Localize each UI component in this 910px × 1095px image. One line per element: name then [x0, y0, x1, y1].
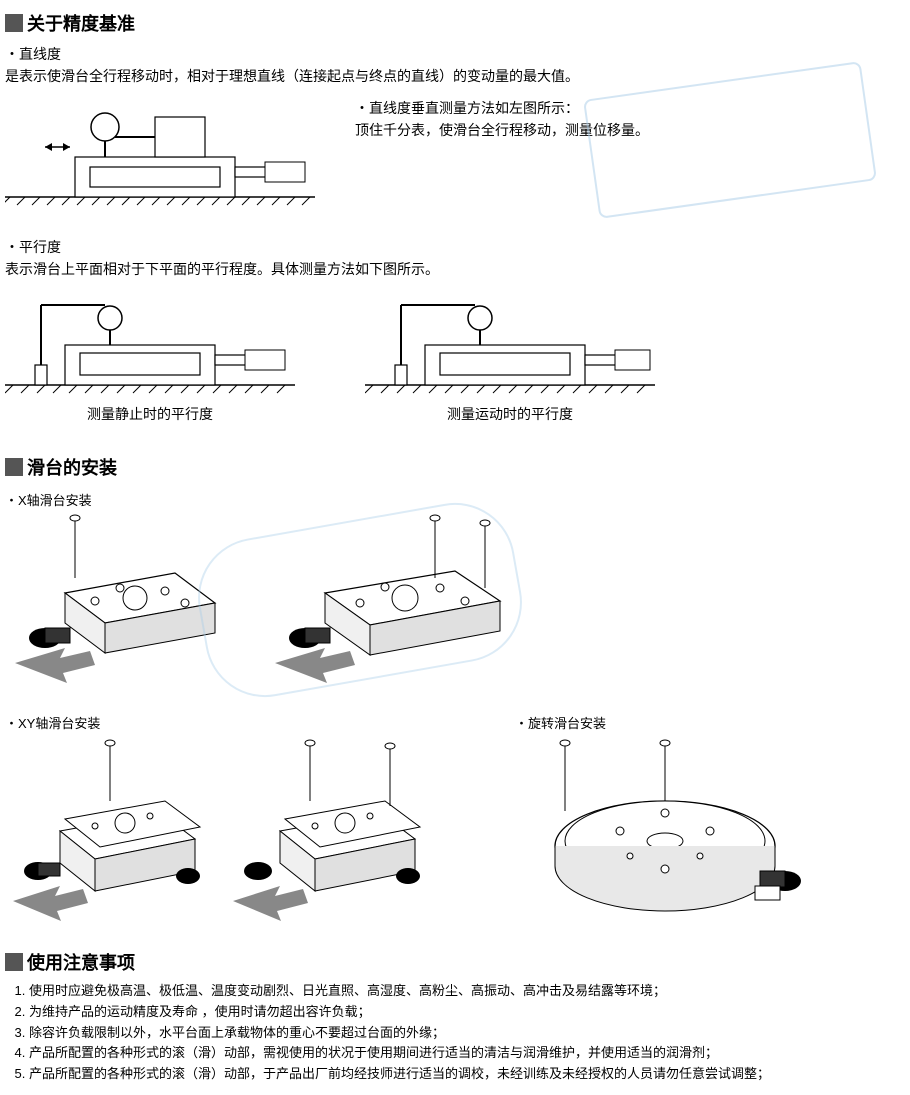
note-item: 使用时应避免极高温、极低温、温度变动剧烈、日光直照、高湿度、高粉尘、高振动、高冲… [29, 981, 905, 1002]
parallelism-static-svg [5, 290, 295, 400]
section-marker-icon [5, 458, 23, 476]
section-install-title: 滑台的安装 [27, 454, 117, 480]
straightness-diagram-row: ・直线度垂直测量方法如左图所示： 顶住千分表，使滑台全行程移动，测量位移量。 [5, 97, 905, 217]
parallelism-diagram-static: 测量静止时的平行度 [5, 290, 295, 424]
install-xy-group: ・XY轴滑台安装 [5, 703, 425, 926]
parallelism-caption-moving: 测量运动时的平行度 [365, 404, 655, 424]
section-precision-title: 关于精度基准 [27, 10, 135, 36]
straightness-diagram [5, 97, 315, 217]
straightness-desc: 是表示使滑台全行程移动时，相对于理想直线（连接起点与终点的直线）的变动量的最大值… [5, 66, 905, 87]
parallelism-diagram-moving: 测量运动时的平行度 [365, 290, 655, 424]
parallelism-diagram-row: 测量静止时的平行度 测量运动时 [5, 290, 905, 424]
x-stage-diagram-1 [5, 513, 225, 683]
note-item: 为维持产品的运动精度及寿命 ，使用时请勿超出容许负载； [29, 1002, 905, 1023]
straightness-heading: ・直线度 [5, 44, 905, 64]
note-item: 产品所配置的各种形式的滚（滑）动部，于产品出厂前均经技师进行适当的调校，未经训练… [29, 1064, 905, 1085]
parallelism-heading: ・平行度 [5, 237, 905, 257]
install-x-label: ・X轴滑台安装 [5, 490, 905, 509]
section-notes-header: 使用注意事项 [5, 949, 905, 975]
section-marker-icon [5, 953, 23, 971]
install-xy-label: ・XY轴滑台安装 [5, 713, 425, 732]
install-xy-rotate-row: ・XY轴滑台安装 [5, 703, 905, 929]
straightness-explain: ・直线度垂直测量方法如左图所示： 顶住千分表，使滑台全行程移动，测量位移量。 [355, 97, 649, 142]
parallelism-desc: 表示滑台上平面相对于下平面的平行程度。具体测量方法如下图所示。 [5, 259, 905, 280]
section-marker-icon [5, 14, 23, 32]
straightness-svg [5, 97, 315, 217]
xy-stage-diagram-2 [225, 736, 425, 926]
note-item: 除容许负载限制以外，水平台面上承载物体的重心不要超过台面的外缘； [29, 1023, 905, 1044]
xy-stage-diagram-1 [5, 736, 205, 926]
install-x-row [5, 513, 905, 683]
note-item: 产品所配置的各种形式的滚（滑）动部，需视使用的状况于使用期间进行适当的清洁与润滑… [29, 1043, 905, 1064]
section-precision-header: 关于精度基准 [5, 10, 905, 36]
install-rotate-label: ・旋转滑台安装 [515, 713, 815, 732]
parallelism-moving-svg [365, 290, 655, 400]
notes-list: 使用时应避免极高温、极低温、温度变动剧烈、日光直照、高湿度、高粉尘、高振动、高冲… [5, 981, 905, 1085]
parallelism-caption-static: 测量静止时的平行度 [5, 404, 295, 424]
x-stage-diagram-2 [265, 513, 515, 683]
section-notes-title: 使用注意事项 [27, 949, 135, 975]
section-install-header: 滑台的安装 [5, 454, 905, 480]
rotate-stage-diagram [515, 736, 815, 926]
install-rotate-group: ・旋转滑台安装 [515, 703, 815, 929]
